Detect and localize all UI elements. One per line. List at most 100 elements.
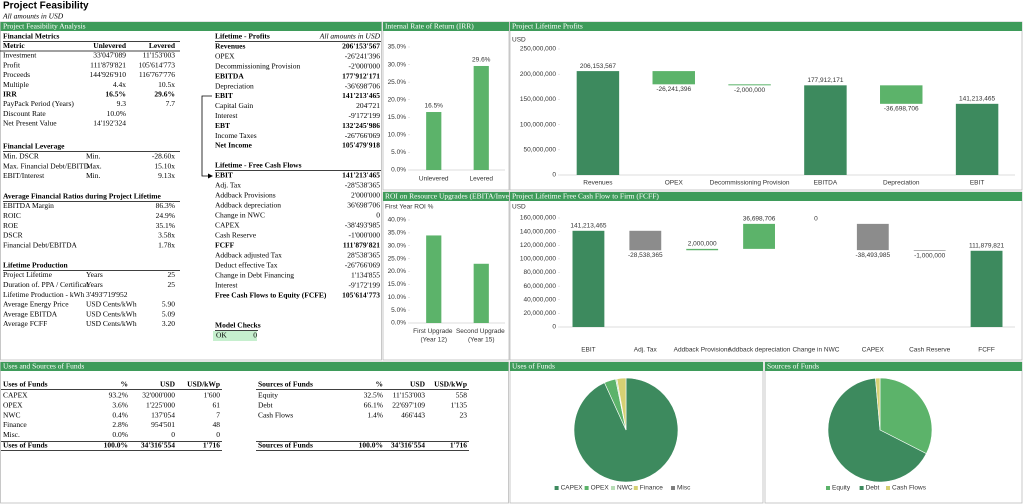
waterfall-bar (576, 71, 620, 175)
table-label: OK (216, 331, 227, 340)
table-value: -26'766'069 (345, 261, 380, 270)
table-value: 5.90 (162, 300, 175, 309)
table-value: 111'879'821 (343, 241, 380, 250)
legend-label: NWC (617, 485, 633, 492)
table-label: Decommissioning Provision (215, 62, 300, 71)
table-label: Lifetime Production - kWh (3, 290, 85, 299)
y-tick-label: 10.0% (388, 132, 407, 139)
table-value: 48 (213, 420, 221, 429)
waterfall-bar (970, 250, 1003, 327)
chart-title: First Year ROI % (385, 204, 434, 211)
table-label: CAPEX (3, 391, 28, 400)
value-label: -36,698,706 (884, 106, 919, 113)
panel-title: Project Lifetime Profits (512, 22, 583, 31)
column-header: Unlevered (93, 41, 127, 50)
section-note: All amounts in USD (319, 32, 381, 41)
value-label: -26,241,396 (656, 86, 691, 93)
value-label: 111,879,821 (969, 243, 1005, 250)
legend-swatch (584, 486, 589, 490)
x-tick-label: Revenues (583, 180, 613, 187)
y-tick-label: 15.0% (388, 114, 407, 121)
table-value: 32'000'000 (142, 391, 175, 400)
table-label: Change in NWC (215, 211, 265, 220)
table-value: 61 (213, 401, 221, 410)
y-tick-label: 20.0% (388, 96, 407, 103)
table-label: Deduct effective Tax (215, 261, 278, 270)
table-value: 105'479'918 (342, 141, 380, 150)
panel-title: Project Lifetime Free Cash Flow to Firm … (512, 192, 659, 201)
page-subtitle: All amounts in USD (2, 12, 64, 21)
value-label: 177,912,171 (807, 77, 844, 84)
table-value: 0 (376, 211, 380, 220)
table-label: ROIC (3, 211, 21, 220)
pie-slice (879, 377, 933, 455)
table-label: NWC (3, 410, 21, 419)
legend-label: Misc (677, 485, 691, 492)
table-value: USD Cents/kWh (86, 319, 137, 328)
table-value: 28'538'365 (347, 251, 380, 260)
y-tick-label: 0 (552, 324, 556, 331)
table-value: -38'493'985 (345, 221, 380, 230)
legend-label: Finance (640, 485, 664, 492)
table-label: IRR (3, 90, 17, 99)
table-value: USD Cents/kWh (86, 309, 137, 318)
y-tick-label: 35.0% (388, 44, 407, 51)
table-label: Cash Flows (258, 410, 293, 419)
table-label: Depreciation (215, 81, 254, 90)
table-value: 116'767'776 (139, 70, 175, 79)
y-tick-label: 0 (552, 172, 556, 179)
table-label: Average FCFF (3, 319, 47, 328)
table-value: 10.0% (107, 109, 126, 118)
x-tick-label: Second Upgrade (Year 15) (456, 328, 507, 344)
bar (473, 65, 489, 170)
table-label: ROE (3, 221, 18, 230)
waterfall-bar (913, 250, 946, 251)
table-value: 206'153'567 (342, 42, 380, 51)
table-value: -26'241'396 (345, 52, 380, 61)
panel-header (510, 362, 763, 371)
table-value: 25 (168, 280, 176, 289)
y-tick-label: 150,000,000 (520, 96, 557, 103)
table-label: Investment (3, 51, 37, 60)
bar (426, 112, 442, 170)
waterfall-bar (629, 230, 662, 251)
table-value: 66.1% (364, 401, 383, 410)
panel-header (765, 362, 1022, 371)
y-tick-label: 30.0% (388, 61, 407, 68)
panel-header (383, 22, 509, 31)
panel-header (0, 22, 382, 31)
y-tick-label: 100,000,000 (520, 121, 557, 128)
column-header: % (121, 380, 129, 389)
table-label: Change in Debt Financing (215, 271, 294, 280)
table-value: 86.3% (156, 201, 175, 210)
table-value: 93.2% (109, 391, 128, 400)
legend-label: Cash Flows (892, 485, 927, 492)
table-label: EBIT (215, 91, 233, 100)
panel-title: Internal Rate of Return (IRR) (385, 22, 474, 31)
table-value: 111'879'821 (90, 60, 126, 69)
table-value: 10.5x (158, 80, 175, 89)
total-cell: 1'716 (203, 441, 220, 450)
waterfall-bar (955, 103, 999, 175)
y-tick-label: 25.0% (388, 255, 407, 262)
waterfall-bar (856, 223, 889, 251)
page-title: Project Feasibility (3, 1, 89, 12)
legend-swatch (633, 486, 638, 490)
table-value: 3.20 (162, 319, 175, 328)
y-tick-label: 5.0% (391, 149, 406, 156)
y-axis-label: USD (512, 37, 526, 44)
panel-title: Project Feasibility Analysis (3, 22, 86, 31)
legend-swatch (886, 486, 890, 490)
table-value: 9.13x (158, 171, 175, 180)
table-value: 177'912'171 (342, 71, 380, 80)
table-value: Min. (86, 152, 101, 161)
table-value: -28.60x (152, 152, 175, 161)
table-value: 105'614'773 (342, 291, 380, 300)
table-value: 1.78x (158, 240, 175, 249)
x-tick-label: CAPEX (862, 347, 885, 354)
x-tick-label: Unlevered (419, 176, 449, 183)
table-value: 11'153'003 (143, 51, 176, 60)
y-tick-label: 100,000,000 (520, 256, 557, 263)
section-title: Financial Leverage (3, 142, 65, 151)
table-label: Cash Reserve (215, 231, 257, 240)
